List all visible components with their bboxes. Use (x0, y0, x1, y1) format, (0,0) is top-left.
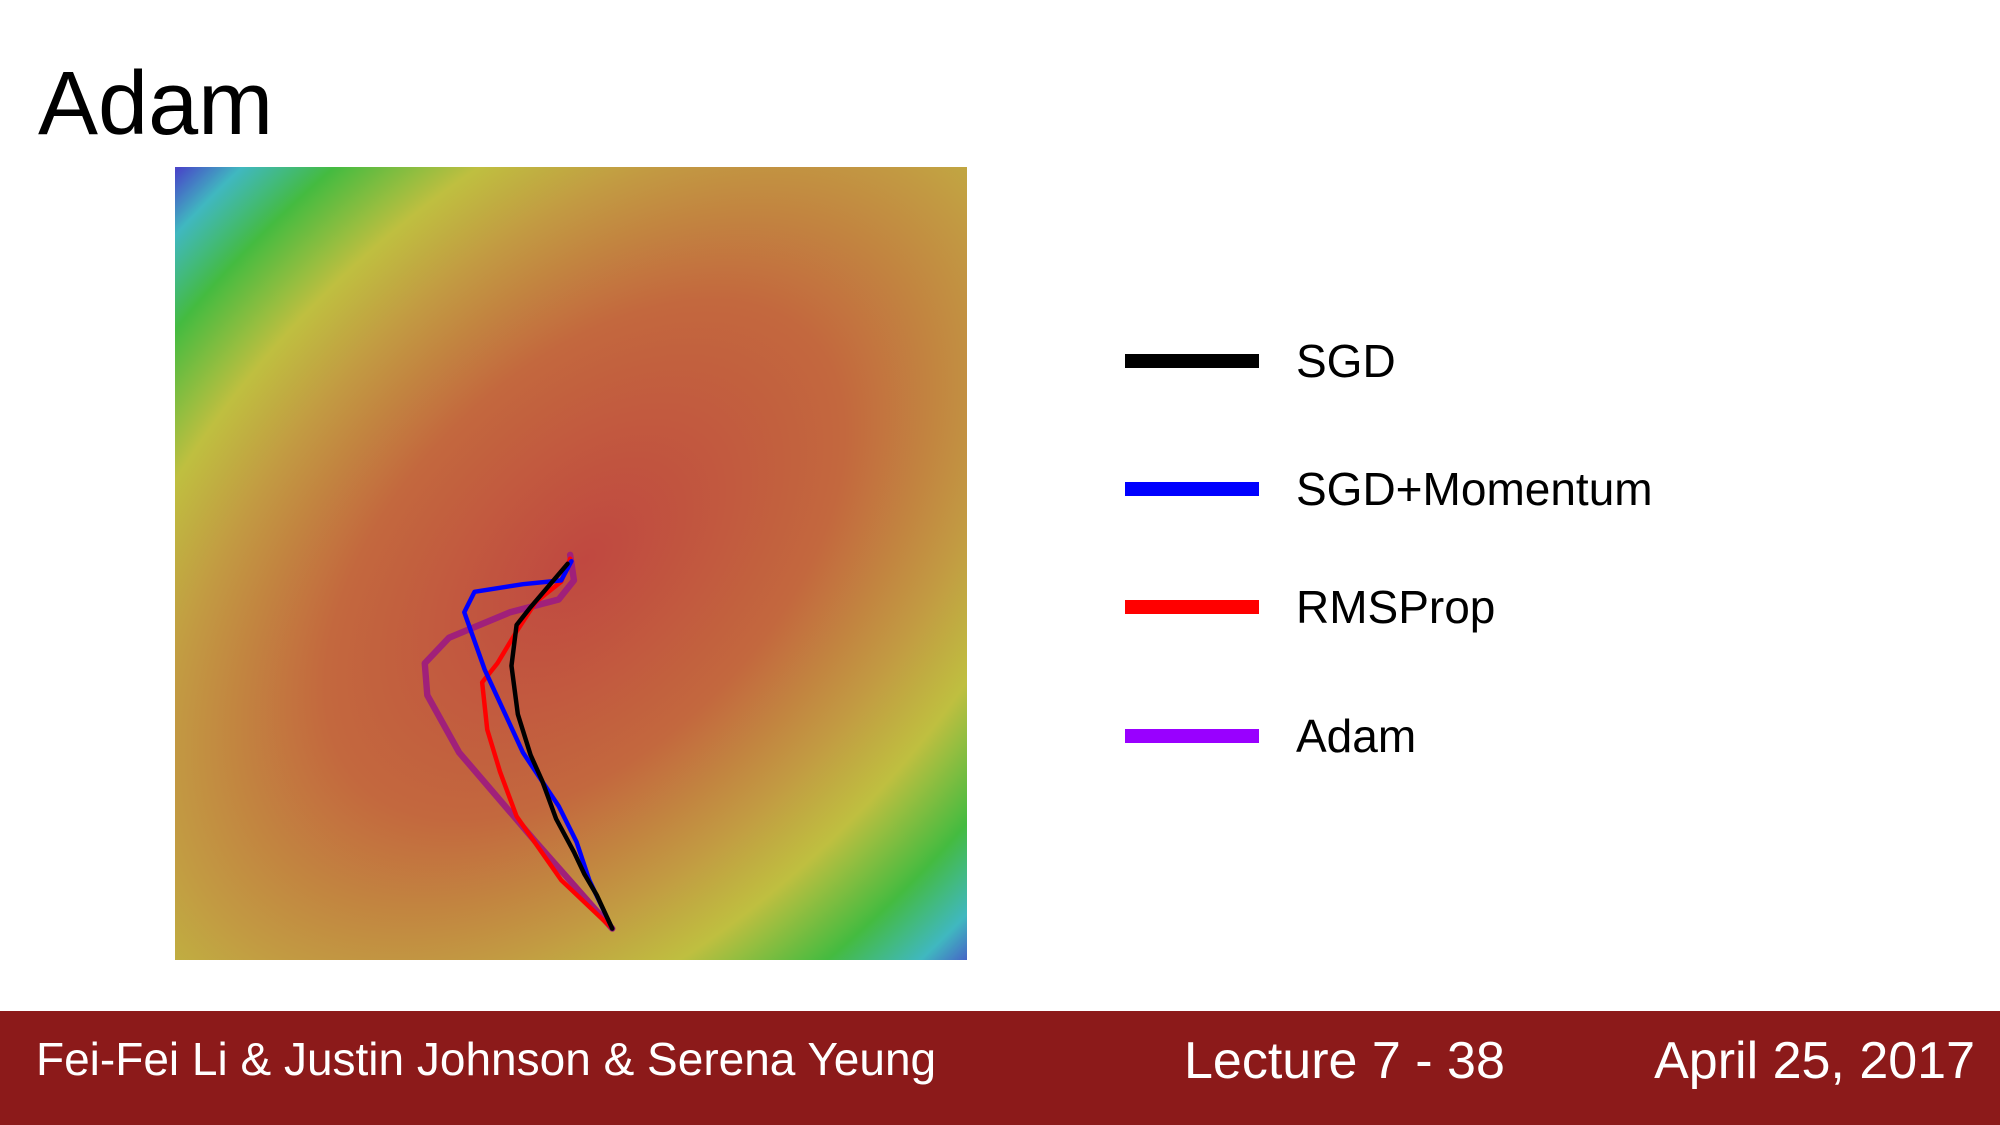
footer-authors: Fei-Fei Li & Justin Johnson & Serena Yeu… (36, 1033, 936, 1085)
slide-title: Adam (38, 54, 273, 154)
trajectories (421, 551, 616, 932)
legend-label: SGD (1296, 335, 1396, 387)
legend-label: RMSProp (1296, 581, 1495, 633)
momentum-path (462, 558, 615, 931)
legend-label: SGD+Momentum (1296, 463, 1653, 515)
legend-label: Adam (1296, 710, 1416, 762)
sgd-path (509, 561, 615, 931)
loss-surface-plot (175, 167, 967, 960)
footer-bar (0, 1011, 2000, 1125)
adam-path (421, 551, 616, 932)
footer-lecture: Lecture 7 - 38 (1184, 1032, 1505, 1090)
footer-date: April 25, 2017 (1654, 1032, 1975, 1090)
legend: SGD SGD+Momentum RMSProp Adam (1125, 335, 1653, 762)
rmsprop-path (479, 556, 615, 931)
